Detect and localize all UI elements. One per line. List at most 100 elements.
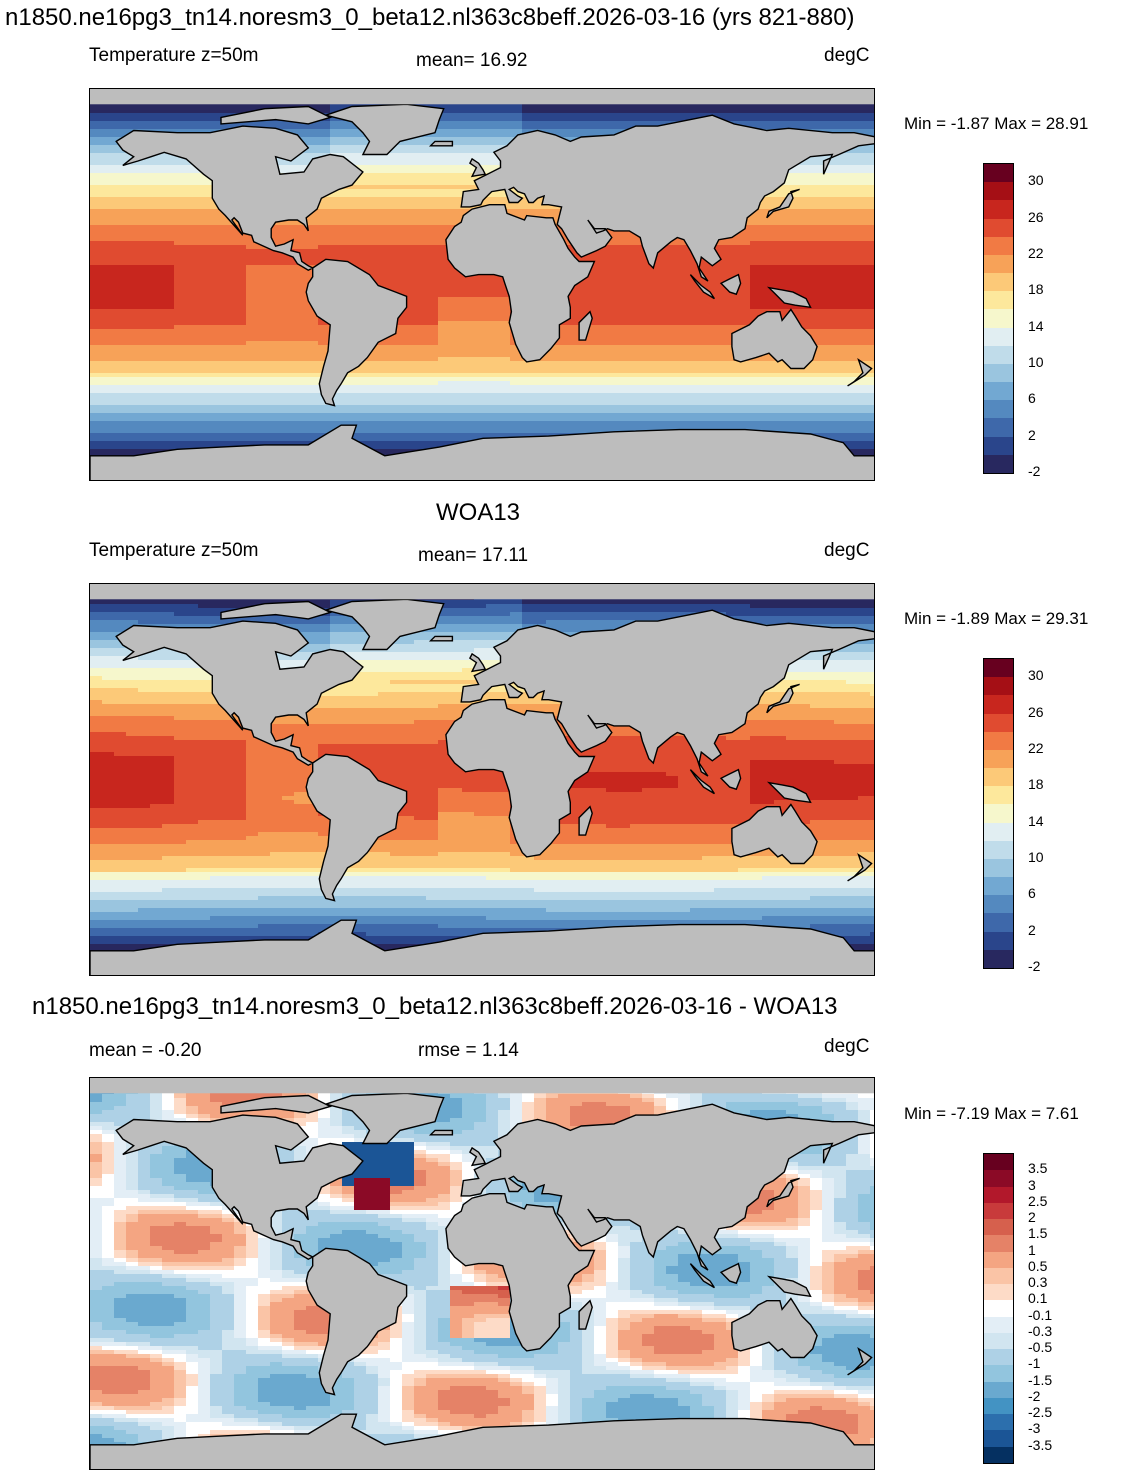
colorbar-segment <box>984 382 1013 401</box>
colorbar-segment <box>984 1170 1013 1187</box>
difference-map <box>89 1077 875 1470</box>
colorbar-tick-label: 22 <box>1028 244 1044 261</box>
colorbar-tick-label: 0.1 <box>1028 1290 1048 1307</box>
colorbar-tick-label: 6 <box>1028 390 1036 407</box>
land-polygon <box>578 310 593 341</box>
panel-units-label: degC <box>824 540 870 561</box>
colorbar-tick-label: 18 <box>1028 281 1044 298</box>
land-polygon <box>90 919 874 975</box>
colorbar-tick-label: 30 <box>1028 667 1044 684</box>
land-polygon <box>323 598 445 651</box>
colorbar-segment <box>984 1251 1013 1268</box>
land-polygon <box>115 1114 364 1260</box>
colorbar-tick-label: -0.1 <box>1028 1306 1053 1323</box>
land-polygon <box>305 258 408 407</box>
land-polygon <box>468 157 487 178</box>
colorbar-segment <box>984 731 1013 750</box>
colorbar <box>983 163 1014 474</box>
land-polygon <box>766 781 812 804</box>
colorbar-tick-label: 1 <box>1028 1241 1036 1258</box>
colorbar-segment <box>984 695 1013 714</box>
colorbar-tick-label: 30 <box>1028 172 1044 189</box>
map-canvas <box>90 89 874 480</box>
colorbar-tick-label: 14 <box>1028 812 1044 829</box>
panel-left-label: Temperature z=50m <box>89 45 259 66</box>
land-polygon <box>578 805 593 836</box>
colorbar-tick-label: -2.5 <box>1028 1404 1053 1421</box>
land-polygon <box>719 768 742 791</box>
colorbar-segment <box>984 454 1013 473</box>
colorbar-segment <box>984 345 1013 364</box>
colorbar-tick-label: -2 <box>1028 958 1041 974</box>
land-polygon <box>468 1146 487 1167</box>
colorbar-tick-label: 10 <box>1028 848 1044 865</box>
land-polygon <box>731 308 818 370</box>
colorbar-segment <box>984 1267 1013 1284</box>
colorbar-segment <box>984 931 1013 950</box>
colorbar-tick-label: 10 <box>1028 353 1044 370</box>
colorbar-segment <box>984 1332 1013 1349</box>
colorbar-tick-label: 3.5 <box>1028 1160 1048 1177</box>
colorbar-segment <box>984 254 1013 274</box>
land-polygon <box>445 699 596 858</box>
colorbar-segment <box>984 236 1013 255</box>
land-polygon <box>731 1297 818 1359</box>
colorbar-segment <box>984 1202 1013 1219</box>
colorbar-segment <box>984 436 1013 455</box>
colorbar-segment <box>984 327 1013 346</box>
colorbar-tick-label: -1 <box>1028 1355 1041 1372</box>
land-polygon <box>90 1413 874 1469</box>
panel-heading: n1850.ne16pg3_tn14.noresm3_0_beta12.nl36… <box>32 993 838 1020</box>
colorbar-segment <box>984 949 1013 968</box>
land-polygon <box>428 140 454 147</box>
colorbar-segment <box>984 1316 1013 1333</box>
land-polygon <box>719 273 742 296</box>
land-polygon <box>689 769 715 795</box>
arctic-mask <box>90 1078 874 1094</box>
arctic-mask <box>90 89 874 105</box>
colorbar <box>983 1153 1014 1464</box>
land-polygon <box>305 753 408 902</box>
land-polygon <box>847 852 873 882</box>
land-polygon <box>719 1262 742 1285</box>
land-polygon <box>578 1299 593 1330</box>
land-polygon <box>689 1263 715 1289</box>
panel-mean-label: mean= 16.92 <box>416 50 528 71</box>
land-polygon <box>115 125 364 271</box>
land-polygon <box>445 1193 596 1352</box>
colorbar-segment <box>984 804 1013 823</box>
panel-units-label: degC <box>824 45 870 66</box>
colorbar-segment <box>984 1430 1013 1447</box>
colorbar-tick-label: 2 <box>1028 426 1036 443</box>
colorbar-tick-label: 3 <box>1028 1176 1036 1193</box>
land-polygon <box>689 274 715 300</box>
land-polygon <box>847 1346 873 1376</box>
colorbar-segment <box>984 768 1013 787</box>
land-polygon <box>460 609 874 777</box>
land-polygon <box>766 1177 800 1208</box>
colorbar-segment <box>984 182 1013 201</box>
land-polygon <box>428 1129 454 1136</box>
land-polygon <box>460 114 874 282</box>
panel-minmax: Min = -1.87 Max = 28.91 <box>904 114 1089 133</box>
panel-heading: WOA13 <box>436 499 521 526</box>
colorbar-tick-label: -2 <box>1028 1387 1041 1404</box>
colorbar-tick-label: -3.5 <box>1028 1436 1053 1453</box>
colorbar-segment <box>984 400 1013 419</box>
colorbar-tick-label: 0.3 <box>1028 1274 1048 1291</box>
land-polygon <box>460 1103 874 1271</box>
colorbar-tick-label: 22 <box>1028 739 1044 756</box>
colorbar-tick-label: 2.5 <box>1028 1192 1048 1209</box>
colorbar-segment <box>984 713 1013 732</box>
colorbar-segment <box>984 1414 1013 1431</box>
colorbar-segment <box>984 659 1013 678</box>
land-polygon <box>115 620 364 766</box>
land-polygon <box>323 1092 445 1145</box>
colorbar-segment <box>984 200 1013 219</box>
colorbar-segment <box>984 786 1013 805</box>
woa13-temperature-map <box>89 583 875 976</box>
colorbar-tick-label: -0.3 <box>1028 1322 1053 1339</box>
panel-units-label: degC <box>824 1036 870 1057</box>
land-polygon <box>323 103 445 156</box>
colorbar-segment <box>984 418 1013 437</box>
